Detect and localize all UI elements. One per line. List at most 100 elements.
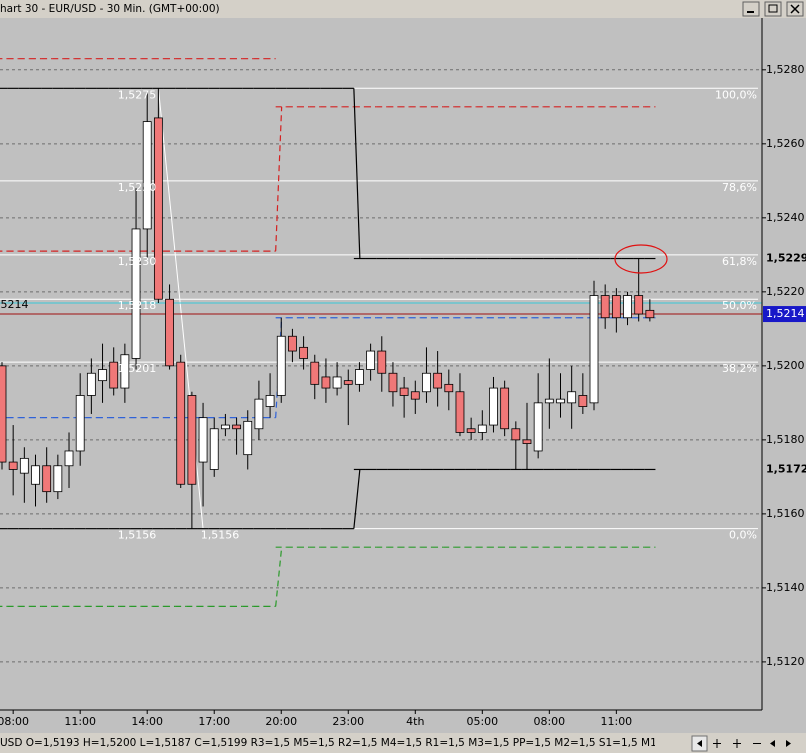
candle-body: [623, 295, 632, 319]
candle-body: [31, 465, 40, 485]
bid-left-label: 1,5214: [0, 298, 29, 311]
candle-body: [42, 465, 52, 493]
plot-area: 100,0% 1,5275 78,6% 1,5250 61,8% 1,5230 50,0% 1…: [0, 58, 762, 663]
candle-body: [0, 365, 7, 463]
marker-label: 1,5229: [766, 252, 806, 265]
candle-body: [544, 398, 554, 404]
candle-body: [198, 417, 208, 463]
fib-price-label: 1,5218: [118, 299, 157, 312]
bid-price-box: [763, 306, 806, 323]
candle-body: [634, 295, 644, 315]
candle-body: [343, 380, 353, 385]
y-tick-label: 1,5180: [766, 433, 805, 446]
x-tick-label: 08:00: [533, 715, 565, 728]
y-tick-label: 1,5220: [766, 285, 805, 298]
candle-body: [433, 372, 443, 389]
candle-body: [109, 361, 119, 389]
fib-percent-label: 100,0%: [715, 88, 757, 101]
candle-body: [98, 369, 107, 382]
title-bar: [0, 0, 806, 18]
candle-body: [75, 395, 85, 452]
candle-body: [254, 398, 264, 430]
candle-body: [19, 457, 29, 474]
candle-body: [500, 387, 510, 430]
candle-body: [466, 428, 476, 433]
fib-price-label: 1,5201: [118, 362, 157, 375]
candle-body: [142, 121, 152, 230]
candle-body: [399, 387, 409, 396]
candle-body: [265, 395, 275, 407]
y-tick-label: 1,5200: [766, 359, 805, 372]
marker-label: 1,5172: [766, 462, 806, 475]
window-title: hart 30 - EUR/USD - 30 Min. (GMT+00:00): [0, 3, 220, 15]
candle-body: [489, 387, 498, 426]
x-tick-label: 08:00: [0, 715, 29, 728]
x-tick-label: 11:00: [64, 715, 96, 728]
candle-body: [645, 309, 655, 319]
y-tick-label: 1,5240: [766, 211, 805, 224]
fib-percent-label: 78,6%: [722, 181, 757, 194]
candle-body: [567, 391, 577, 404]
overlay-connector: [353, 88, 361, 259]
candle-body: [388, 372, 398, 393]
candle-body: [611, 295, 621, 319]
window-buttons[interactable]: [742, 1, 804, 17]
candle-body: [556, 398, 565, 404]
candle-body: [578, 395, 588, 407]
x-tick-label: 14:00: [131, 715, 163, 728]
fib-percent-label: 50,0%: [722, 299, 757, 312]
fib-percent-label: 0,0%: [729, 529, 757, 542]
overlay-connector: [275, 106, 283, 252]
x-tick-label: 23:00: [332, 715, 364, 728]
y-tick-label: 1,5260: [766, 137, 805, 150]
x-tick-label: 4th: [406, 715, 424, 728]
candle-body: [455, 391, 465, 433]
fib-percent-label: 61,8%: [722, 255, 757, 268]
fib-price-label: 1,5250: [118, 181, 157, 194]
status-text: USD O=1,5193 H=1,5200 L=1,5187 C=1,5199 …: [0, 737, 759, 749]
status-bar: [0, 733, 806, 753]
low-price-label: 1,5156: [201, 529, 240, 542]
candle-body: [410, 391, 420, 400]
candle-body: [86, 372, 96, 396]
y-tick-label: 1,5120: [766, 655, 805, 668]
bid-price-label: 1,5214: [766, 307, 805, 320]
x-tick-label: 20:00: [265, 715, 297, 728]
marker-bg: [763, 462, 806, 477]
candle-body: [355, 369, 364, 385]
candle-body: [600, 295, 610, 319]
candle-body: [243, 420, 253, 456]
y-tick-label: 1,5160: [766, 507, 805, 520]
candle-body: [8, 461, 18, 470]
candle-body: [310, 361, 320, 385]
candle-body: [64, 450, 74, 467]
y-tick-label: 1,5280: [766, 63, 805, 76]
candle-body: [422, 372, 431, 393]
candle-body: [589, 295, 599, 404]
candle-body: [321, 376, 331, 389]
candle-body: [187, 395, 197, 485]
candle-body: [332, 376, 342, 389]
candle-body: [232, 424, 241, 430]
candle-body: [377, 350, 387, 374]
candle-body: [220, 424, 230, 430]
candle-body: [120, 354, 130, 389]
candle-body: [153, 117, 163, 300]
x-tick-label: 11:00: [600, 715, 632, 728]
y-tick-label: 1,5140: [766, 581, 805, 594]
scroll-controls[interactable]: [655, 735, 805, 752]
candle-body: [511, 428, 521, 441]
fib-price-label: 1,5156: [118, 529, 157, 542]
x-tick-label: 05:00: [466, 715, 498, 728]
candle-body: [288, 335, 297, 352]
candle-body: [299, 346, 308, 359]
candle-body: [131, 228, 141, 359]
candle-body: [176, 361, 186, 485]
candle-body: [444, 383, 454, 393]
candle-body: [276, 335, 286, 396]
overlay-connector: [353, 469, 361, 529]
candle-body: [522, 439, 532, 444]
fib-price-label: 1,5230: [118, 255, 157, 268]
